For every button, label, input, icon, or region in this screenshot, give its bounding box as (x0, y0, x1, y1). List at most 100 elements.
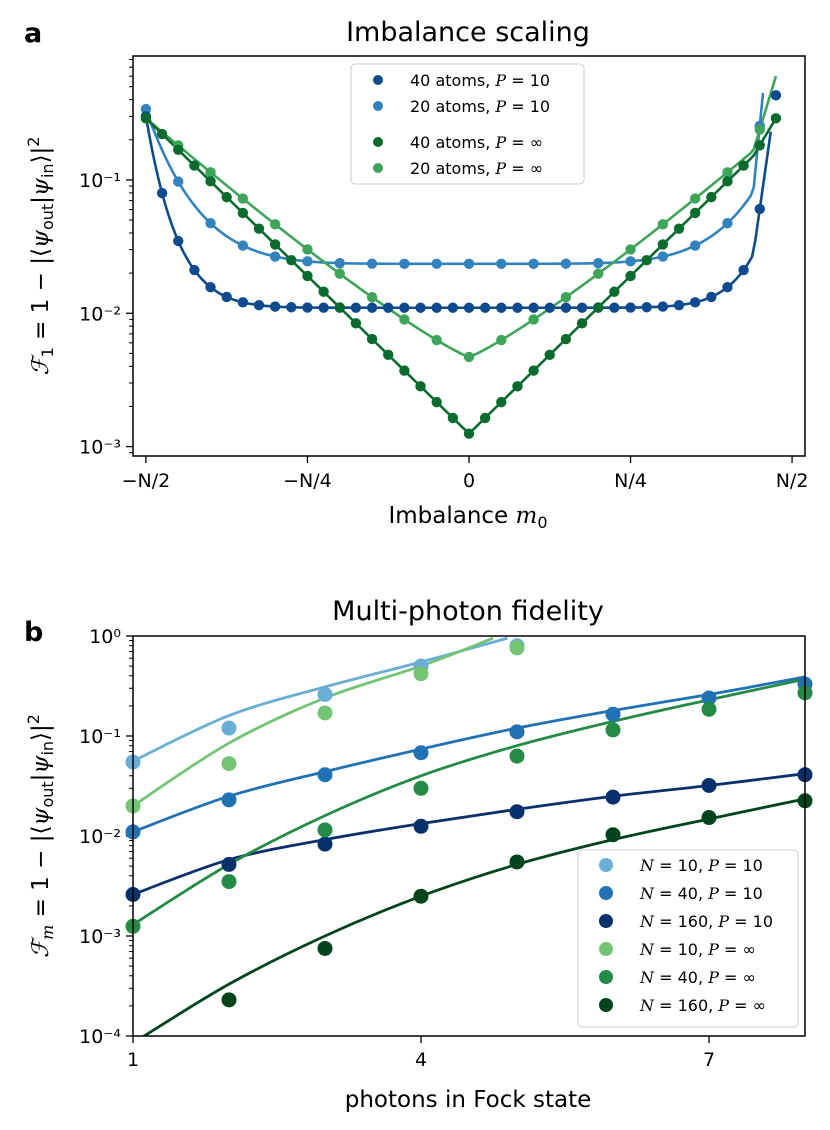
chart-a-point-40_P10 (689, 297, 701, 308)
chart-a-point-40_Pinf (496, 396, 507, 408)
chart-a-point-40_P10 (463, 302, 475, 313)
chart-a-point-40_Pinf (625, 270, 636, 282)
chart-a-ticks: −N/2 −N/4 0 N/4 N/2 10⁻³ 10⁻² 10⁻¹ (79, 59, 808, 492)
chart-a-point-40_Pinf (479, 412, 491, 424)
chart-a-point-20_P10 (431, 258, 442, 269)
chart-a-point-40_Pinf (302, 270, 313, 282)
chart-a-point-40_Pinf (722, 176, 733, 187)
chart-a-point-20_P10 (302, 256, 313, 267)
chart-a-point-40_Pinf (512, 381, 523, 392)
chart-b-ytick-label: 10⁻⁴ (79, 1026, 121, 1048)
chart-b-point-N160_P10 (701, 777, 717, 793)
chart-a-point-40_Pinf (334, 302, 345, 313)
chart-a-point-40_Pinf (544, 349, 555, 361)
legend-b-marker-n160-pinf (599, 998, 613, 1012)
chart-b-point-N40_P10 (509, 724, 525, 740)
chart-b-ytick-label: 10⁻³ (79, 926, 121, 948)
chart-a-ytick-label: 10⁻³ (79, 437, 121, 459)
chart-b-points (125, 638, 813, 1008)
chart-a-point-40_P10 (625, 302, 636, 313)
legend-a-marker-40-pinf (373, 137, 383, 147)
chart-a-point-20_P10 (269, 251, 281, 262)
chart-b-legend: N = 10, P = 10 N = 40, P = 10 N = 160, P… (577, 849, 799, 1028)
chart-a-point-40_Pinf (560, 333, 572, 345)
chart-a-point-40_P10 (641, 302, 652, 313)
chart-a-point-40_P10 (237, 297, 249, 308)
chart-b-xtick-label: 7 (703, 1049, 715, 1071)
chart-a-point-20_Pinf (463, 351, 475, 363)
chart-b-point-N10_P10 (221, 720, 237, 736)
chart-a-xtick-label: 0 (463, 470, 475, 492)
chart-a-point-20_P10 (334, 257, 345, 269)
chart-a-point-20_Pinf (431, 334, 442, 346)
legend-a-label-40-pinf: 40 atoms, P = ∞ (410, 133, 543, 152)
chart-a-point-20_P10 (366, 258, 378, 269)
chart-b-xlabel: photons in Fock state (345, 1087, 592, 1113)
chart-a-point-20_P10 (528, 258, 539, 269)
chart-a-xtick-label: −N/2 (122, 470, 171, 492)
chart-a-point-40_Pinf (673, 223, 685, 234)
chart-b-ytick-label: 10⁰ (89, 626, 121, 648)
chart-a-point-40_Pinf (415, 381, 426, 392)
chart-b-frame (132, 635, 806, 1037)
chart-a-point-40_Pinf (641, 255, 652, 266)
chart-a-point-40_P10 (253, 299, 265, 311)
chart-a-point-40_P10 (366, 302, 378, 313)
chart-a-ytick-label: 10⁻¹ (79, 170, 121, 192)
chart-a-point-40_Pinf (399, 365, 410, 376)
chart-a-point-40_Pinf (383, 349, 394, 361)
chart-b-point-N40_Pinf (317, 822, 333, 838)
chart-a-legend-box (350, 63, 585, 185)
chart-a-point-40_P10 (269, 301, 281, 312)
chart-a-point-40_P10 (576, 302, 588, 313)
chart-a-point-40_Pinf (366, 333, 378, 345)
chart-b-xtick-label: 1 (127, 1049, 139, 1071)
chart-b-point-N10_Pinf (509, 640, 525, 656)
chart-a-point-20_P10 (399, 258, 410, 269)
chart-a-point-20_Pinf (237, 193, 249, 204)
chart-a-point-40_Pinf (205, 176, 216, 187)
chart-a-fit-40_Pinf (145, 117, 778, 434)
chart-a-point-20_P10 (722, 218, 733, 229)
legend-b-label-n40-pinf: N = 40, P = ∞ (639, 968, 756, 987)
chart-a-point-40_Pinf (528, 365, 539, 376)
chart-a-point-40_P10 (221, 291, 232, 303)
legend-a-label-20-p10: 20 atoms, P = 10 (410, 97, 550, 116)
legend-b-marker-n10-p10 (599, 858, 613, 872)
panel-b-letter: b (24, 617, 43, 648)
chart-a-point-20_P10 (689, 240, 701, 251)
legend-b-label-n160-pinf: N = 160, P = ∞ (639, 996, 766, 1015)
chart-b-point-N40_Pinf (413, 780, 429, 796)
chart-a-point-20_P10 (140, 103, 152, 115)
chart-a-point-40_Pinf (738, 160, 749, 171)
chart-b-point-N40_P10 (221, 792, 237, 808)
chart-a-point-20_Pinf (205, 167, 216, 178)
chart-a-point-40_Pinf (447, 412, 459, 424)
chart-a-point-40_P10 (673, 299, 685, 311)
legend-a-label-20-pinf: 20 atoms, P = ∞ (410, 159, 543, 178)
chart-a-point-40_P10 (479, 302, 491, 313)
chart-b-point-N10_Pinf (413, 666, 429, 682)
chart-a-point-20_P10 (173, 176, 184, 187)
chart-a-point-20_P10 (237, 240, 249, 251)
chart-a-point-20_P10 (560, 258, 572, 269)
chart-a-point-20_P10 (496, 258, 507, 269)
chart-a-point-40_P10 (754, 203, 765, 215)
chart-b-point-N160_Pinf (413, 888, 429, 904)
chart-a-point-40_Pinf (593, 302, 604, 313)
chart-a-point-40_Pinf (770, 113, 782, 124)
legend-b-label-n40-p10: N = 40, P = 10 (639, 884, 763, 903)
chart-a-point-40_Pinf (706, 191, 717, 203)
chart-a-point-20_P10 (625, 256, 636, 267)
chart-b-point-N160_Pinf (605, 827, 621, 843)
legend-a-marker-20-pinf (373, 163, 383, 173)
chart-a-point-40_P10 (156, 187, 168, 199)
chart-a-point-40_Pinf (189, 160, 200, 171)
chart-a-point-40_P10 (609, 302, 620, 313)
chart-a-point-40_P10 (706, 291, 717, 303)
chart-b-point-N40_Pinf (509, 748, 525, 764)
chart-a-point-40_P10 (722, 281, 733, 293)
chart-a-point-40_Pinf (156, 128, 168, 140)
chart-a-point-20_P10 (205, 218, 216, 229)
